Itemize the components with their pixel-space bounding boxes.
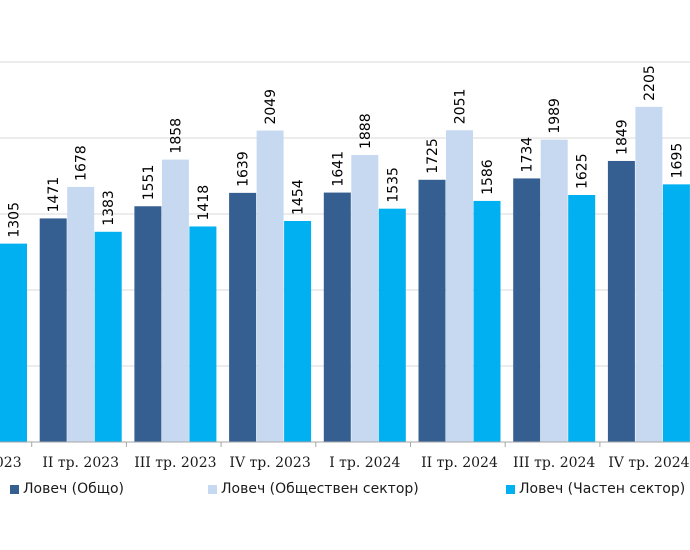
- bar: [662, 184, 690, 443]
- bar: [418, 179, 446, 443]
- legend: Ловеч (Общо) Ловеч (Обществен сектор) Ло…: [0, 481, 690, 501]
- data-label: 1734: [520, 137, 536, 173]
- x-tick-label: I тр. 2023: [0, 455, 22, 471]
- bar: [446, 130, 473, 443]
- x-tick-label: IV тр. 2023: [229, 455, 310, 471]
- bar: [189, 226, 217, 442]
- x-tick-labels: I тр. 2023 II тр. 2023 III тр. 2023 IV тр. …: [0, 455, 690, 471]
- data-label: 1725: [425, 138, 441, 174]
- bar: [635, 106, 663, 442]
- x-tick-label: I тр. 2024: [329, 455, 400, 471]
- data-label: 2051: [453, 89, 469, 125]
- legend-item-private: Ловеч (Частен сектор): [506, 481, 685, 497]
- data-label: 1849: [614, 119, 630, 155]
- data-label: 1305: [7, 202, 23, 238]
- bar: [540, 139, 568, 442]
- bar: [473, 200, 501, 442]
- bar: [378, 208, 406, 442]
- x-tick-label: IV тр. 2024: [608, 455, 689, 471]
- data-label: 1888: [358, 113, 374, 149]
- x-tick-label: II тр. 2023: [42, 455, 119, 471]
- data-label: 1383: [101, 190, 117, 226]
- data-label: 2049: [263, 89, 279, 125]
- bar: [134, 206, 162, 442]
- data-label: 2205: [642, 65, 658, 101]
- bar: [0, 243, 27, 442]
- value-labels: 1471 1551 1639 1641 1725 1734 1849 1678 1858 2049…: [7, 65, 686, 237]
- data-label: 1454: [291, 179, 307, 215]
- bar: [513, 178, 541, 442]
- bar: [67, 186, 95, 442]
- data-label: 1471: [46, 177, 62, 213]
- legend-label-total: Ловеч (Общо): [23, 481, 125, 497]
- data-label: 1639: [236, 151, 252, 187]
- x-tick-label: II тр. 2024: [421, 455, 498, 471]
- legend-label-public: Ловеч (Обществен сектор): [221, 481, 419, 497]
- bars: [0, 106, 690, 443]
- data-label: 1586: [480, 159, 496, 195]
- bar: [94, 231, 122, 442]
- legend-label-private: Ловеч (Частен сектор): [519, 481, 686, 497]
- x-tick-label: III тр. 2024: [513, 455, 595, 471]
- bar: [256, 130, 284, 442]
- bar: [161, 159, 189, 443]
- bar: [568, 195, 596, 442]
- data-label: 1641: [330, 151, 346, 187]
- legend-item-public: Ловеч (Обществен сектор): [208, 481, 419, 497]
- data-label: 1695: [669, 143, 685, 179]
- data-label: 1858: [168, 118, 184, 154]
- legend-item-total: Ловеч (Общо): [10, 481, 124, 497]
- data-label: 1989: [547, 98, 563, 134]
- data-label: 1418: [196, 185, 212, 221]
- x-axis: [0, 441, 690, 447]
- data-label: 1535: [385, 167, 401, 203]
- bar: [229, 192, 257, 442]
- data-label: 1678: [74, 145, 90, 181]
- bar: [607, 160, 635, 442]
- legend-swatch-private: [506, 484, 515, 494]
- bar: [323, 192, 351, 442]
- bar: [284, 220, 312, 442]
- data-label: 1625: [575, 153, 591, 189]
- x-tick-label: III тр. 2023: [134, 455, 216, 471]
- bar: [39, 218, 67, 442]
- bar: [351, 155, 379, 443]
- legend-swatch-public: [208, 484, 217, 494]
- data-label: 1551: [141, 165, 157, 201]
- legend-swatch-total: [10, 484, 19, 494]
